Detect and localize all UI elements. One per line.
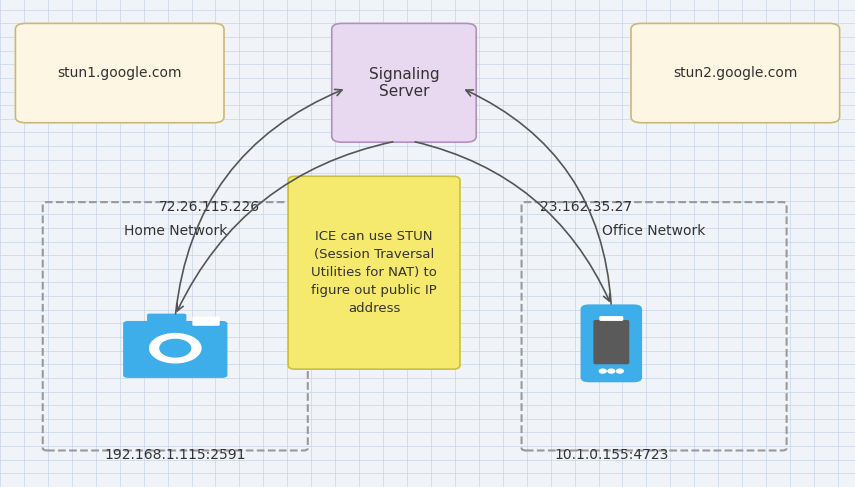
Text: stun2.google.com: stun2.google.com [673, 66, 798, 80]
Text: 10.1.0.155:4723: 10.1.0.155:4723 [554, 449, 669, 462]
Text: stun1.google.com: stun1.google.com [57, 66, 182, 80]
Text: 23.162.35.27: 23.162.35.27 [540, 200, 632, 214]
Text: Office Network: Office Network [603, 224, 705, 238]
FancyBboxPatch shape [123, 321, 227, 378]
Circle shape [599, 369, 606, 373]
Text: ICE can use STUN
(Session Traversal
Utilities for NAT) to
figure out public IP
a: ICE can use STUN (Session Traversal Util… [311, 230, 437, 315]
FancyBboxPatch shape [631, 23, 840, 123]
FancyBboxPatch shape [15, 23, 224, 123]
Circle shape [150, 334, 201, 363]
Circle shape [160, 339, 191, 357]
Text: Signaling
Server: Signaling Server [369, 67, 439, 99]
FancyBboxPatch shape [593, 320, 629, 364]
FancyBboxPatch shape [288, 176, 460, 369]
Text: 72.26.115.226: 72.26.115.226 [159, 200, 260, 214]
Text: 192.168.1.115:2591: 192.168.1.115:2591 [104, 449, 246, 462]
Circle shape [616, 369, 623, 373]
FancyBboxPatch shape [192, 317, 220, 326]
FancyBboxPatch shape [147, 314, 186, 325]
Circle shape [608, 369, 615, 373]
FancyBboxPatch shape [332, 23, 476, 142]
Text: Home Network: Home Network [124, 224, 227, 238]
FancyBboxPatch shape [581, 304, 642, 382]
FancyBboxPatch shape [599, 316, 623, 321]
